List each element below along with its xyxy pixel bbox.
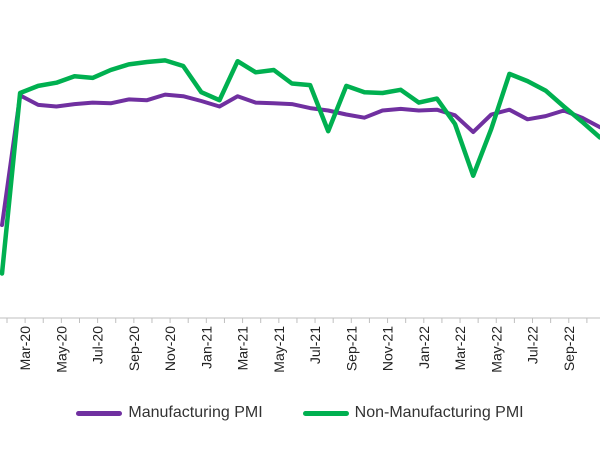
legend-label-manufacturing: Manufacturing PMI: [128, 404, 263, 421]
legend-item-non-manufacturing: Non-Manufacturing PMI: [302, 404, 524, 422]
x-tick-label: May-20: [53, 326, 69, 373]
legend-label-non-manufacturing: Non-Manufacturing PMI: [354, 404, 524, 421]
x-tick-label: Jul-21: [307, 326, 323, 364]
x-tick-label: Jan-22: [416, 326, 432, 369]
series-line-manufacturing: [0, 92, 600, 227]
legend-item-manufacturing: Manufacturing PMI: [76, 404, 263, 422]
x-tick-label: Nov-20: [162, 326, 178, 371]
x-tick-labels: Mar-20 May-20 Jul-20 Sep-20 Nov-20 Jan-21 Mar-…: [17, 326, 577, 373]
legend: Manufacturing PMI Non-Manufacturing PMI: [0, 404, 600, 422]
x-axis: [0, 317, 600, 323]
x-tick-label: Mar-20: [17, 326, 33, 371]
series-lines: [0, 58, 600, 276]
x-tick-label: May-22: [488, 326, 504, 373]
x-tick-label: May-21: [271, 326, 287, 373]
legend-swatch-non-manufacturing: [302, 410, 349, 416]
legend-swatch-manufacturing: [76, 410, 123, 416]
x-tick-label: Mar-21: [235, 326, 251, 371]
series-line-non-manufacturing: [0, 58, 600, 276]
x-tick-label: Jul-22: [525, 326, 541, 364]
x-tick-label: Nov-21: [380, 326, 396, 371]
x-tick-label: Sep-22: [561, 326, 577, 371]
x-tick-label: Sep-21: [343, 326, 359, 371]
x-tick-label: Jan-21: [198, 326, 214, 369]
x-tick-label: Jul-20: [90, 326, 106, 364]
x-tick-label: Mar-22: [452, 326, 468, 371]
x-tick-label: Sep-20: [126, 326, 142, 371]
